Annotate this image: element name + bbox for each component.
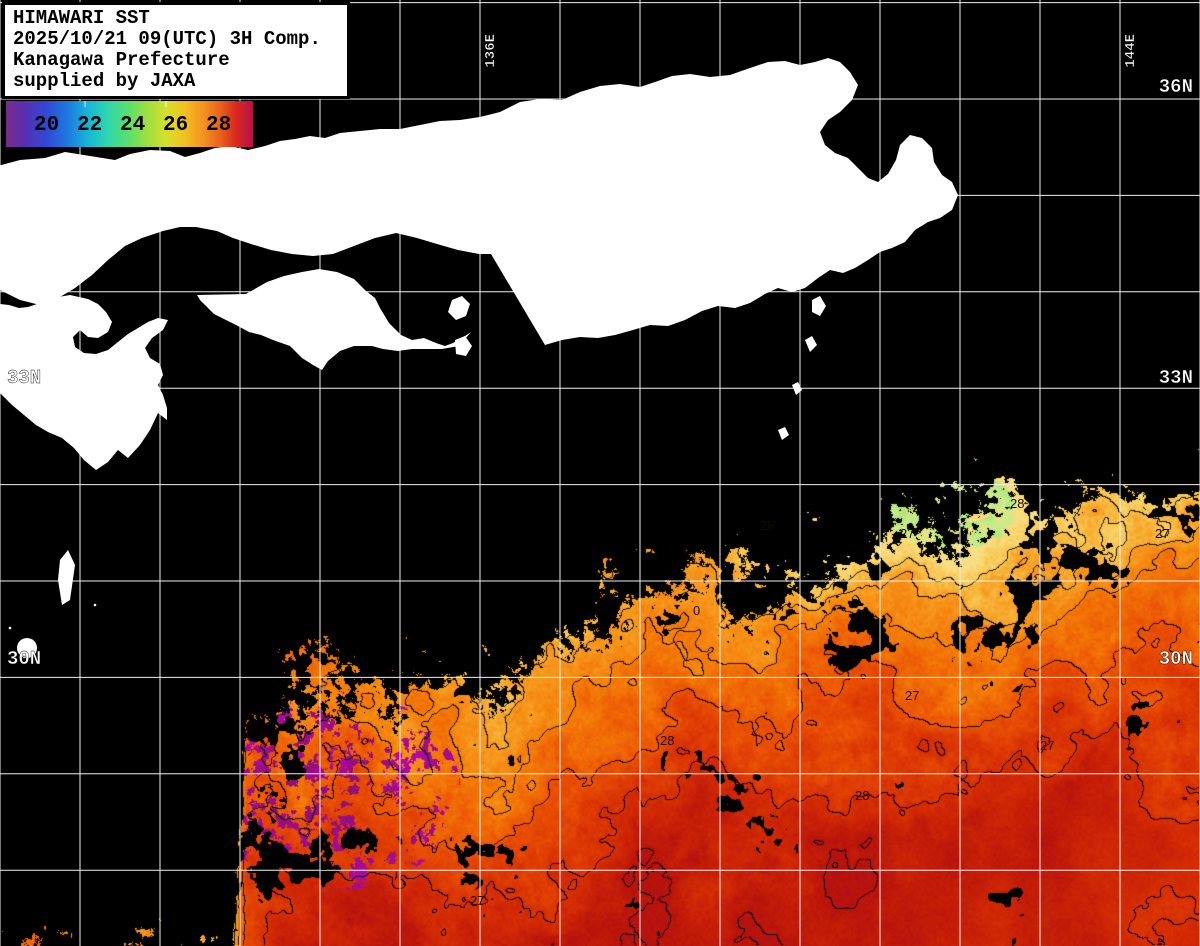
svg-text:27: 27 [1040, 738, 1054, 753]
svg-text:28: 28 [760, 518, 774, 533]
svg-text:144E: 144E [1123, 34, 1139, 68]
svg-text:30N: 30N [1159, 648, 1193, 670]
svg-text:33N: 33N [7, 367, 41, 389]
svg-text:28: 28 [660, 733, 674, 748]
svg-text:27: 27 [900, 526, 914, 541]
svg-text:27: 27 [905, 688, 919, 703]
svg-text:30N: 30N [7, 648, 41, 670]
svg-text:27: 27 [470, 893, 484, 908]
svg-text:28: 28 [1010, 496, 1024, 511]
svg-text:27: 27 [1155, 526, 1169, 541]
svg-text:36N: 36N [1159, 76, 1193, 98]
svg-text:0: 0 [693, 603, 700, 618]
svg-text:28: 28 [855, 788, 869, 803]
svg-text:33N: 33N [1159, 367, 1193, 389]
svg-text:136E: 136E [483, 34, 499, 68]
svg-text:27: 27 [320, 858, 334, 873]
